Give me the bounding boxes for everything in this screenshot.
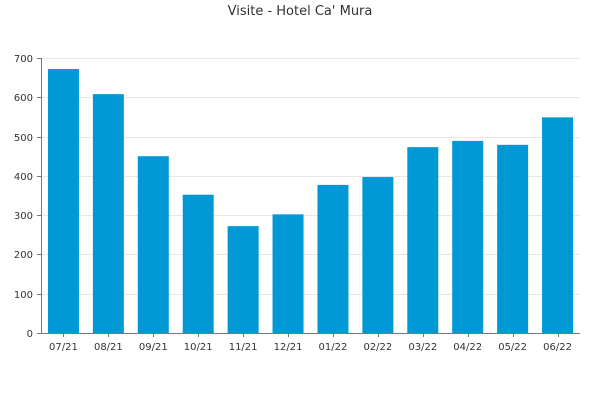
bar bbox=[47, 69, 79, 333]
bar bbox=[137, 156, 169, 333]
x-axis-ticks: 07/21 08/21 09/21 10/21 11/21 12/21 01/22 02/22… bbox=[49, 333, 572, 353]
bar bbox=[272, 214, 304, 333]
x-tick-label: 03/22 bbox=[408, 342, 437, 353]
gridlines bbox=[41, 58, 580, 295]
bars bbox=[47, 69, 574, 334]
x-tick-label: 06/22 bbox=[543, 342, 572, 353]
x-tick-label: 10/21 bbox=[184, 342, 213, 353]
chart-title: Visite - Hotel Ca' Mura bbox=[228, 4, 373, 19]
bar bbox=[227, 226, 259, 333]
y-tick-label: 400 bbox=[14, 172, 33, 183]
y-tick-label: 600 bbox=[14, 93, 33, 104]
bar bbox=[92, 94, 124, 334]
x-tick-label: 02/22 bbox=[363, 342, 392, 353]
x-tick-label: 05/22 bbox=[498, 342, 527, 353]
x-tick-label: 01/22 bbox=[319, 342, 348, 353]
bar bbox=[407, 147, 439, 333]
bar bbox=[317, 184, 349, 333]
y-axis-ticks: 0 100 200 300 400 500 600 700 bbox=[14, 54, 41, 340]
y-tick-label: 300 bbox=[14, 211, 33, 222]
bar bbox=[452, 140, 484, 333]
x-tick-label: 09/21 bbox=[139, 342, 168, 353]
y-tick-label: 200 bbox=[14, 250, 33, 261]
x-tick-label: 11/21 bbox=[229, 342, 258, 353]
bar bbox=[497, 144, 529, 333]
y-tick-label: 100 bbox=[14, 290, 33, 301]
y-tick-label: 0 bbox=[27, 329, 33, 340]
y-tick-label: 500 bbox=[14, 133, 33, 144]
bar bbox=[182, 194, 214, 333]
bar bbox=[542, 117, 574, 333]
x-tick-label: 04/22 bbox=[453, 342, 482, 353]
x-tick-label: 12/21 bbox=[274, 342, 303, 353]
x-tick-label: 08/21 bbox=[94, 342, 123, 353]
x-tick-label: 07/21 bbox=[49, 342, 78, 353]
axes bbox=[41, 58, 580, 334]
bar bbox=[362, 177, 394, 333]
y-tick-label: 700 bbox=[14, 54, 33, 65]
